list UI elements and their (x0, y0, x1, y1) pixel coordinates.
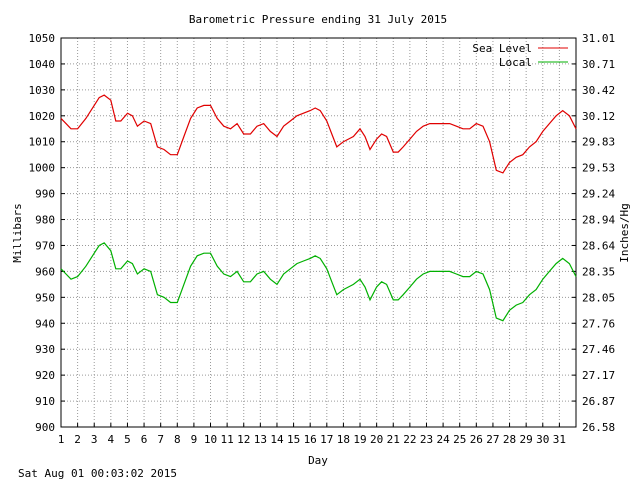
y-tick-label-right: 31.01 (582, 32, 615, 45)
y-tick-label-left: 920 (35, 369, 55, 382)
x-tick-label: 14 (270, 433, 284, 446)
y-tick-label-right: 29.83 (582, 136, 615, 149)
y-tick-label-left: 1010 (29, 136, 56, 149)
x-tick-label: 7 (157, 433, 164, 446)
y-axis-label-left: Millibars (11, 203, 24, 263)
y-tick-label-left: 950 (35, 291, 55, 304)
x-tick-label: 8 (174, 433, 181, 446)
y-tick-label-right: 27.17 (582, 369, 615, 382)
x-tick-label: 13 (254, 433, 267, 446)
x-axis-label: Day (308, 454, 328, 467)
x-tick-label: 28 (503, 433, 516, 446)
y-tick-label-left: 990 (35, 188, 55, 201)
y-tick-label-right: 29.53 (582, 162, 615, 175)
x-tick-label: 31 (553, 433, 566, 446)
y-tick-label-right: 30.42 (582, 84, 615, 97)
y-axis-label-right: Inches/Hg (618, 203, 631, 263)
x-tick-label: 26 (470, 433, 483, 446)
y-tick-label-right: 28.64 (582, 239, 615, 252)
y-tick-label-left: 930 (35, 343, 55, 356)
x-tick-label: 5 (124, 433, 131, 446)
x-tick-label: 29 (520, 433, 533, 446)
x-tick-label: 1 (58, 433, 65, 446)
legend-label-sea-level: Sea Level (472, 42, 532, 55)
x-tick-label: 10 (204, 433, 217, 446)
x-tick-label: 12 (237, 433, 250, 446)
y-tick-label-left: 900 (35, 421, 55, 434)
x-tick-label: 2 (74, 433, 81, 446)
x-tick-label: 15 (287, 433, 300, 446)
grid (61, 38, 576, 427)
x-tick-label: 9 (191, 433, 198, 446)
y-tick-label-right: 30.12 (582, 110, 615, 123)
plot-frame (60, 37, 577, 428)
y-tick-label-right: 28.05 (582, 291, 615, 304)
x-tick-label: 24 (436, 433, 450, 446)
y-tick-label-right: 26.87 (582, 395, 615, 408)
y-tick-label-right: 29.24 (582, 188, 615, 201)
y-tick-label-right: 30.71 (582, 58, 615, 71)
x-tick-label: 21 (387, 433, 400, 446)
x-tick-label: 3 (91, 433, 98, 446)
x-tick-label: 22 (403, 433, 416, 446)
y-tick-label-left: 910 (35, 395, 55, 408)
y-tick-label-left: 1000 (29, 162, 56, 175)
x-tick-label: 11 (221, 433, 234, 446)
y-tick-label-left: 970 (35, 239, 55, 252)
y-tick-label-left: 1020 (29, 110, 56, 123)
x-tick-label: 4 (108, 433, 115, 446)
x-tick-label: 18 (337, 433, 350, 446)
y-tick-label-right: 26.58 (582, 421, 615, 434)
legend: Sea Level Local (472, 42, 568, 69)
y-tick-label-left: 1030 (29, 84, 56, 97)
x-tick-label: 6 (141, 433, 148, 446)
y-tick-label-right: 28.35 (582, 265, 615, 278)
x-tick-label: 17 (320, 433, 333, 446)
x-tick-label: 27 (486, 433, 499, 446)
y-tick-label-left: 940 (35, 317, 55, 330)
y-tick-label-left: 980 (35, 214, 55, 227)
timestamp: Sat Aug 01 00:03:02 2015 (18, 467, 177, 480)
series-line-local (60, 242, 577, 322)
x-tick-label: 19 (353, 433, 366, 446)
chart-title: Barometric Pressure ending 31 July 2015 (189, 13, 447, 26)
y-tick-label-right: 27.76 (582, 317, 615, 330)
y-tick-label-left: 1040 (29, 58, 56, 71)
y-tick-label-left: 1050 (29, 32, 56, 45)
series-line-sea-level (60, 94, 577, 174)
y-tick-label-left: 960 (35, 265, 55, 278)
legend-label-local: Local (499, 56, 532, 69)
y-tick-label-right: 27.46 (582, 343, 615, 356)
y-tick-label-right: 28.94 (582, 214, 615, 227)
series-lines (60, 94, 577, 322)
x-tick-label: 23 (420, 433, 433, 446)
x-tick-label: 30 (536, 433, 549, 446)
x-tick-label: 16 (304, 433, 317, 446)
x-tick-label: 25 (453, 433, 466, 446)
x-tick-label: 20 (370, 433, 383, 446)
